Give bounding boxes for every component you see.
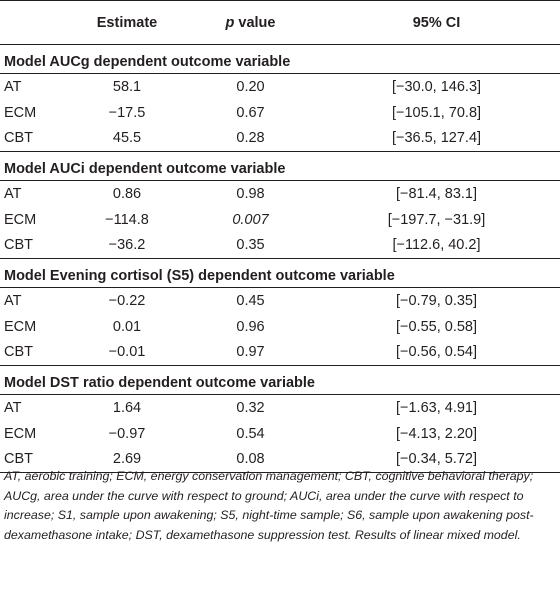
ci-cell: [−0.55, 0.58] bbox=[395, 318, 478, 335]
ci-cell: [−197.7, −31.9] bbox=[387, 211, 486, 228]
p-value-cell: 0.35 bbox=[236, 237, 265, 254]
row-label: AT bbox=[4, 185, 22, 202]
results-table: Estimate p value 95% CI Model AUCg depen… bbox=[0, 0, 560, 473]
p-value-cell: 0.007 bbox=[232, 211, 269, 228]
table-footnote: AT, aerobic training; ECM, energy conser… bbox=[4, 469, 534, 542]
p-value-cell: 0.28 bbox=[236, 130, 265, 147]
section-title-row: Model AUCg dependent outcome variable bbox=[0, 44, 560, 74]
ci-cell: [−112.6, 40.2] bbox=[392, 237, 481, 254]
estimate-cell: −0.22 bbox=[108, 292, 146, 309]
estimate-cell: 58.1 bbox=[112, 78, 142, 95]
table-row: AT 1.64 0.32 [−1.63, 4.91] bbox=[0, 395, 560, 421]
section-title-row: Model AUCi dependent outcome variable bbox=[0, 151, 560, 181]
row-label: CBT bbox=[0, 446, 66, 473]
header-p-letter: p bbox=[225, 14, 235, 31]
header-p-suffix: value bbox=[234, 14, 276, 31]
estimate-cell: 0.86 bbox=[112, 185, 142, 202]
table-row: ECM −0.97 0.54 [−4.13, 2.20] bbox=[0, 421, 560, 447]
row-label: AT bbox=[4, 78, 22, 95]
ci-cell: [−30.0, 146.3] bbox=[391, 78, 482, 95]
section-title-row: Model DST ratio dependent outcome variab… bbox=[0, 365, 560, 395]
p-value-cell: 0.97 bbox=[236, 344, 265, 361]
section-title-row: Model Evening cortisol (S5) dependent ou… bbox=[0, 258, 560, 288]
estimate-cell: 2.69 bbox=[66, 446, 188, 473]
p-value-cell: 0.45 bbox=[236, 292, 265, 309]
table-row: AT 0.86 0.98 [−81.4, 83.1] bbox=[0, 181, 560, 207]
table-row: AT 58.1 0.20 [−30.0, 146.3] bbox=[0, 74, 560, 100]
header-row: Estimate p value 95% CI bbox=[0, 0, 560, 45]
table-row: AT −0.22 0.45 [−0.79, 0.35] bbox=[0, 288, 560, 314]
header-ci: 95% CI bbox=[313, 0, 560, 45]
table-row: ECM 0.01 0.96 [−0.55, 0.58] bbox=[0, 314, 560, 340]
row-label: ECM bbox=[4, 318, 37, 335]
table-row: CBT 45.5 0.28 [−36.5, 127.4] bbox=[0, 126, 560, 152]
estimate-cell: −17.5 bbox=[108, 104, 146, 121]
table-row: ECM −17.5 0.67 [−105.1, 70.8] bbox=[0, 100, 560, 126]
row-label: ECM bbox=[4, 425, 37, 442]
ci-cell: [−36.5, 127.4] bbox=[391, 130, 482, 147]
p-value-cell: 0.54 bbox=[236, 425, 265, 442]
row-label: CBT bbox=[4, 237, 33, 254]
p-value-cell: 0.08 bbox=[188, 446, 313, 473]
row-label: CBT bbox=[4, 130, 33, 147]
row-label: ECM bbox=[4, 104, 37, 121]
ci-cell: [−105.1, 70.8] bbox=[391, 104, 482, 121]
estimate-cell: −0.97 bbox=[108, 425, 146, 442]
section-title: Model AUCg dependent outcome variable bbox=[0, 44, 560, 74]
section-title: Model DST ratio dependent outcome variab… bbox=[0, 365, 560, 395]
header-p-value: p value bbox=[188, 0, 313, 45]
estimate-cell: 45.5 bbox=[112, 130, 142, 147]
estimate-cell: −36.2 bbox=[108, 237, 146, 254]
p-value-cell: 0.98 bbox=[236, 185, 265, 202]
ci-cell: [−0.79, 0.35] bbox=[395, 292, 478, 309]
header-estimate: Estimate bbox=[66, 0, 188, 45]
table-row: CBT −36.2 0.35 [−112.6, 40.2] bbox=[0, 233, 560, 259]
table-row: CBT −0.01 0.97 [−0.56, 0.54] bbox=[0, 340, 560, 366]
table-row: CBT 2.69 0.08 [−0.34, 5.72] bbox=[0, 446, 560, 473]
p-value-cell: 0.67 bbox=[236, 104, 265, 121]
ci-cell: [−0.56, 0.54] bbox=[395, 344, 478, 361]
ci-cell: [−0.34, 5.72] bbox=[313, 446, 560, 473]
ci-cell: [−4.13, 2.20] bbox=[395, 425, 478, 442]
p-value-cell: 0.32 bbox=[236, 399, 265, 416]
estimate-cell: −0.01 bbox=[108, 344, 146, 361]
p-value-cell: 0.96 bbox=[236, 318, 265, 335]
row-label: ECM bbox=[4, 211, 37, 228]
row-label: CBT bbox=[4, 344, 33, 361]
header-label-col bbox=[0, 0, 66, 45]
row-label: AT bbox=[4, 292, 22, 309]
estimate-cell: 0.01 bbox=[112, 318, 142, 335]
p-value-cell: 0.20 bbox=[236, 78, 265, 95]
ci-cell: [−1.63, 4.91] bbox=[395, 399, 478, 416]
table-row: ECM −114.8 0.007 [−197.7, −31.9] bbox=[0, 207, 560, 233]
estimate-cell: 1.64 bbox=[112, 399, 142, 416]
ci-cell: [−81.4, 83.1] bbox=[395, 185, 478, 202]
row-label: AT bbox=[4, 399, 22, 416]
section-title: Model Evening cortisol (S5) dependent ou… bbox=[0, 258, 560, 288]
section-title: Model AUCi dependent outcome variable bbox=[0, 151, 560, 181]
estimate-cell: −114.8 bbox=[105, 211, 149, 228]
